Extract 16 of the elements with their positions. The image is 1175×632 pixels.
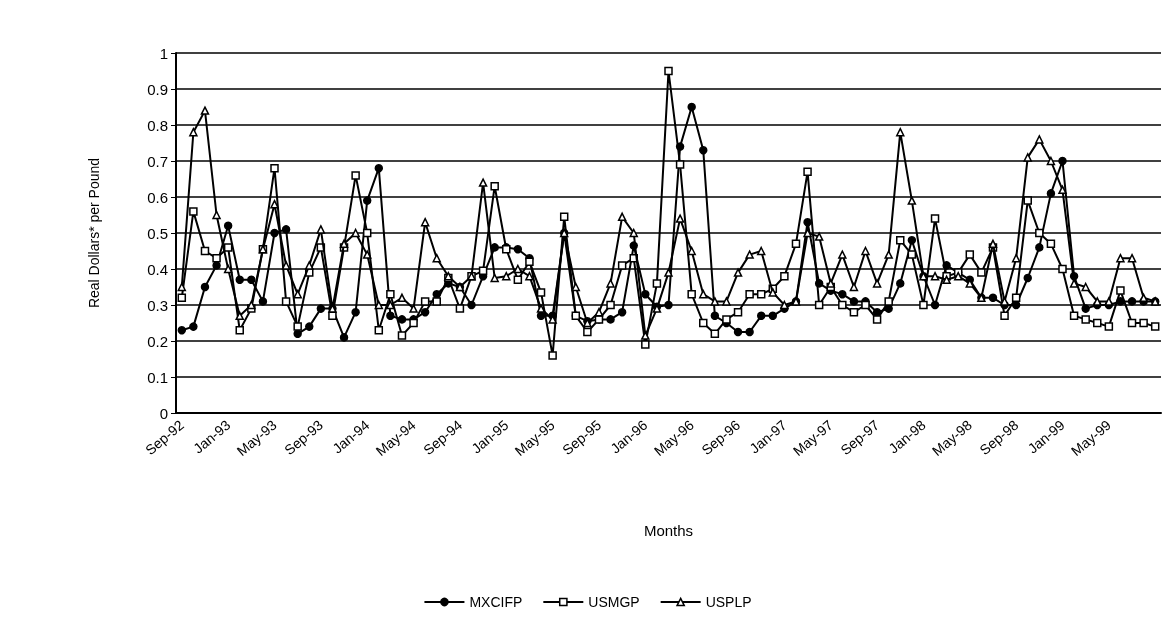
y-tick-label: 0.1: [147, 368, 168, 386]
y-tick-label: 0.8: [147, 116, 168, 134]
x-axis-title: Months: [643, 522, 694, 539]
legend-label: USMGP: [588, 594, 640, 610]
legend-label: MXCIFP: [469, 594, 523, 610]
y-tick-label: 0.7: [147, 152, 168, 170]
legend-label: USPLP: [705, 594, 752, 610]
y-tick-label: 0.4: [147, 260, 168, 278]
y-tick-label: 0.5: [147, 224, 168, 242]
y-tick-label: 0.3: [147, 296, 168, 314]
y-tick-label: 0.9: [147, 80, 168, 98]
y-tick-label: 0: [159, 404, 168, 422]
y-tick-label: 0.2: [147, 332, 168, 350]
y-tick-label: 0.6: [147, 188, 168, 206]
y-axis-title: Real Dollars* per Pound: [86, 157, 102, 309]
y-tick-label: 1: [159, 44, 168, 62]
